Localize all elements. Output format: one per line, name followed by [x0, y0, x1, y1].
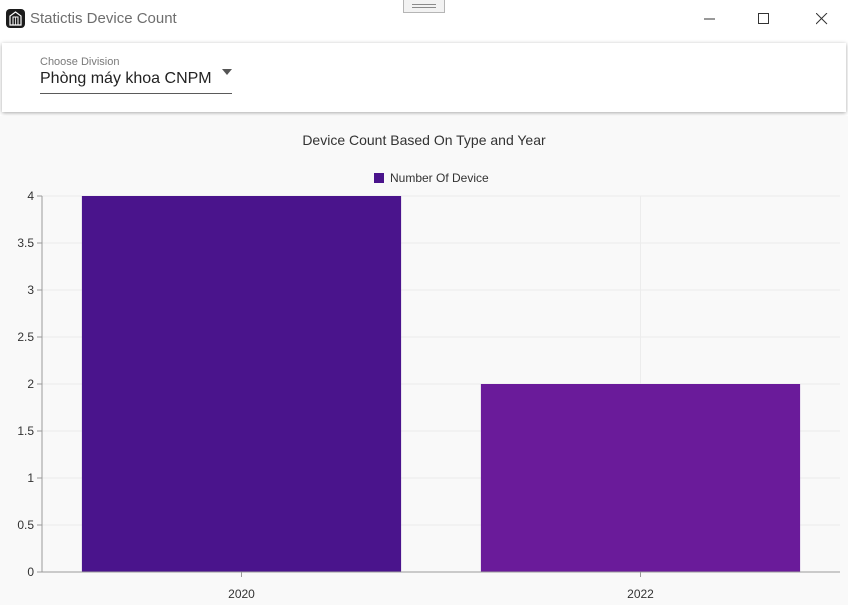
close-icon [816, 13, 828, 25]
maximize-icon [758, 13, 769, 24]
bar [81, 196, 402, 572]
minimize-button[interactable] [687, 0, 733, 38]
division-value: Phòng máy khoa CNPM [40, 70, 212, 87]
y-tick-label: 3.5 [17, 236, 34, 250]
y-tick-label: 1 [27, 471, 34, 485]
y-tick-label: 4 [27, 189, 34, 203]
title-bar: Statictis Device Count [0, 0, 848, 38]
building-icon [6, 9, 25, 28]
minimize-icon [704, 18, 715, 20]
filter-card: Choose Division Phòng máy khoa CNPM [2, 43, 846, 112]
division-label: Choose Division [40, 56, 120, 68]
window-title: Statictis Device Count [30, 10, 177, 27]
maximize-button[interactable] [741, 0, 787, 38]
x-tick-label: 2020 [228, 587, 255, 601]
y-tick-label: 1.5 [17, 424, 34, 438]
legend-label: Number Of Device [390, 171, 489, 185]
y-tick-label: 0.5 [17, 518, 34, 532]
y-tick-label: 2.5 [17, 330, 34, 344]
y-tick-label: 3 [27, 283, 34, 297]
drag-handle[interactable] [403, 0, 445, 13]
close-button[interactable] [799, 0, 845, 38]
y-tick-label: 2 [27, 377, 34, 391]
legend-swatch [374, 173, 384, 183]
y-tick-label: 0 [27, 565, 34, 579]
division-select[interactable]: Choose Division Phòng máy khoa CNPM [40, 55, 232, 94]
x-tick-label: 2022 [627, 587, 654, 601]
bar [480, 384, 801, 572]
chevron-down-icon [222, 69, 232, 75]
chart-title: Device Count Based On Type and Year [302, 132, 546, 148]
